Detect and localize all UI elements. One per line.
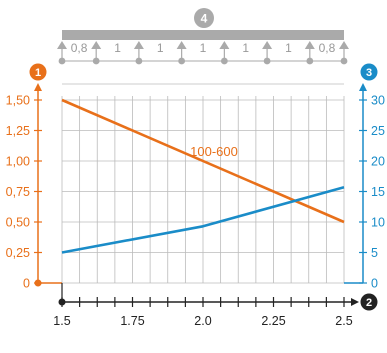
support-node (306, 57, 314, 65)
span-segment-label: 1 (114, 41, 121, 55)
badge-right-axis-label: 3 (366, 67, 372, 79)
tick-labels: 0 0,25 0,50 0,75 1,00 1,25 1,50 0 5 10 15 20 25 30 1.5… (6, 94, 385, 329)
right-axis-tick-label: 25 (371, 124, 385, 138)
left-axis-tick-label: 0,25 (6, 246, 30, 260)
span-segment-label: 0,8 (71, 41, 88, 55)
span-diagram: 4 0,8 1 1 1 1 1 0,8 (57, 8, 349, 85)
right-axis-tick-label: 10 (371, 216, 385, 230)
axes (34, 83, 367, 307)
badge-span-diagram-label: 4 (201, 12, 208, 26)
support-triangle (133, 41, 144, 49)
series-line-right-axis (61, 185, 345, 254)
right-axis-tick-label: 20 (371, 155, 385, 169)
support-node (340, 57, 348, 65)
bottom-axis-tick-label: 2.5 (335, 314, 352, 328)
series-label-100-600: 100-600 (190, 144, 238, 159)
span-segment-label: 1 (200, 41, 207, 55)
left-axis-tick-label: 1,25 (6, 124, 30, 138)
span-segment-label: 1 (242, 41, 249, 55)
support-triangle (219, 41, 230, 49)
right-axis-tick-label: 30 (371, 94, 385, 108)
support-node (263, 57, 271, 65)
span-segment-label: 1 (157, 41, 164, 55)
bottom-axis-tick-label: 2.25 (261, 314, 285, 328)
left-axis-tick-label: 1,50 (6, 94, 30, 108)
bottom-axis-tick-label: 2.0 (194, 314, 211, 328)
badge-left-axis-label: 1 (35, 67, 41, 79)
support-triangle (304, 41, 315, 49)
support-node (58, 57, 66, 65)
support-triangle (339, 41, 349, 49)
bottom-axis-tick-label: 1.5 (53, 314, 70, 328)
badge-left-axis: 1 (29, 63, 47, 81)
support-triangle (176, 41, 187, 49)
support-node (92, 57, 100, 65)
left-axis-arrow (34, 83, 42, 91)
left-axis-tick-label: 1,00 (6, 155, 30, 169)
left-axis-tick-label: 0 (23, 277, 30, 291)
support-triangle (91, 41, 102, 49)
badge-span-diagram (194, 8, 214, 28)
right-axis-tick-label: 5 (371, 246, 378, 260)
badge-bottom-axis-label: 2 (366, 297, 372, 309)
bottom-axis-tick-label: 1.75 (120, 314, 144, 328)
series (61, 98, 345, 254)
badge-right-axis: 3 (360, 63, 378, 81)
support-node (135, 57, 143, 65)
badge-bottom-axis: 2 (360, 293, 378, 311)
support-triangle (262, 41, 273, 49)
support-triangle (57, 41, 67, 49)
grid (61, 96, 345, 284)
span-beam (62, 30, 344, 40)
left-axis-tick-label: 0,50 (6, 216, 30, 230)
span-segment-label: 1 (285, 41, 292, 55)
support-node (220, 57, 228, 65)
bottom-axis-arrow (351, 298, 359, 306)
series-line-100-600 (61, 98, 345, 224)
left-axis-tick-label: 0,75 (6, 185, 30, 199)
support-node (178, 57, 186, 65)
right-axis-tick-label: 0 (371, 277, 378, 291)
right-axis-tick-label: 15 (371, 185, 385, 199)
right-axis-arrow (359, 83, 367, 91)
span-segment-label: 0,8 (319, 41, 336, 55)
